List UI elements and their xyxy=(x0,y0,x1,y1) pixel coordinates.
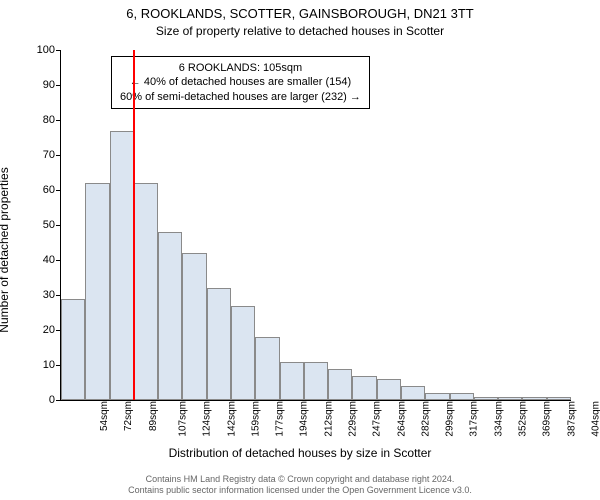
histogram-bar xyxy=(328,369,352,401)
histogram-bar xyxy=(231,306,255,401)
chart-subtitle: Size of property relative to detached ho… xyxy=(0,24,600,38)
y-tick-label: 30 xyxy=(25,289,55,301)
y-tick-mark xyxy=(56,85,61,86)
x-tick-label: 212sqm xyxy=(323,401,334,437)
y-tick-label: 20 xyxy=(25,324,55,336)
histogram-bar xyxy=(401,386,425,400)
plot-area: 6 ROOKLANDS: 105sqm ← 40% of detached ho… xyxy=(60,50,571,401)
footer-line1: Contains HM Land Registry data © Crown c… xyxy=(0,474,600,485)
x-tick-label: 89sqm xyxy=(148,401,159,431)
x-tick-label: 124sqm xyxy=(202,401,213,437)
histogram-bar xyxy=(498,397,522,401)
y-tick-label: 70 xyxy=(25,149,55,161)
x-tick-label: 142sqm xyxy=(226,401,237,437)
annotation-line3: 60% of semi-detached houses are larger (… xyxy=(120,90,361,104)
y-tick-mark xyxy=(56,50,61,51)
histogram-bar xyxy=(377,379,401,400)
x-tick-label: 404sqm xyxy=(590,401,600,437)
histogram-bar xyxy=(182,253,206,400)
x-tick-label: 229sqm xyxy=(348,401,359,437)
histogram-bar xyxy=(547,397,571,401)
x-tick-label: 334sqm xyxy=(493,401,504,437)
footer-attribution: Contains HM Land Registry data © Crown c… xyxy=(0,474,600,496)
y-tick-label: 60 xyxy=(25,184,55,196)
histogram-bar xyxy=(61,299,85,401)
histogram-bar xyxy=(207,288,231,400)
x-tick-label: 54sqm xyxy=(99,401,110,431)
y-tick-mark xyxy=(56,120,61,121)
x-tick-label: 352sqm xyxy=(518,401,529,437)
y-tick-mark xyxy=(56,260,61,261)
y-tick-label: 0 xyxy=(25,394,55,406)
y-tick-mark xyxy=(56,295,61,296)
y-tick-mark xyxy=(56,225,61,226)
annotation-line2: ← 40% of detached houses are smaller (15… xyxy=(120,75,361,89)
x-tick-label: 299sqm xyxy=(445,401,456,437)
y-tick-label: 10 xyxy=(25,359,55,371)
y-tick-label: 100 xyxy=(25,44,55,56)
annotation-line1: 6 ROOKLANDS: 105sqm xyxy=(120,61,361,75)
footer-line2: Contains public sector information licen… xyxy=(0,485,600,496)
x-tick-label: 177sqm xyxy=(275,401,286,437)
x-tick-label: 264sqm xyxy=(396,401,407,437)
y-tick-mark xyxy=(56,400,61,401)
x-tick-label: 247sqm xyxy=(372,401,383,437)
x-tick-label: 317sqm xyxy=(469,401,480,437)
y-tick-label: 80 xyxy=(25,114,55,126)
histogram-bar xyxy=(280,362,304,401)
histogram-bar xyxy=(352,376,376,401)
x-tick-label: 194sqm xyxy=(299,401,310,437)
y-tick-mark xyxy=(56,155,61,156)
y-tick-mark xyxy=(56,190,61,191)
chart-title: 6, ROOKLANDS, SCOTTER, GAINSBOROUGH, DN2… xyxy=(0,6,600,21)
x-tick-label: 387sqm xyxy=(566,401,577,437)
y-tick-label: 40 xyxy=(25,254,55,266)
histogram-bar xyxy=(522,397,546,401)
x-axis-label: Distribution of detached houses by size … xyxy=(0,446,600,460)
x-tick-label: 72sqm xyxy=(123,401,134,431)
chart-container: 6, ROOKLANDS, SCOTTER, GAINSBOROUGH, DN2… xyxy=(0,0,600,500)
histogram-bar xyxy=(425,393,449,400)
histogram-bar xyxy=(304,362,328,401)
x-tick-label: 107sqm xyxy=(178,401,189,437)
x-tick-label: 282sqm xyxy=(420,401,431,437)
histogram-bar xyxy=(158,232,182,400)
y-tick-label: 50 xyxy=(25,219,55,231)
annotation-box: 6 ROOKLANDS: 105sqm ← 40% of detached ho… xyxy=(111,56,370,109)
histogram-bar xyxy=(474,397,498,401)
y-tick-label: 90 xyxy=(25,79,55,91)
histogram-bar xyxy=(255,337,279,400)
reference-line xyxy=(133,50,135,400)
histogram-bar xyxy=(110,131,134,401)
histogram-bar xyxy=(134,183,158,400)
histogram-bar xyxy=(85,183,109,400)
histogram-bar xyxy=(450,393,474,400)
x-tick-label: 159sqm xyxy=(250,401,261,437)
x-tick-label: 369sqm xyxy=(542,401,553,437)
